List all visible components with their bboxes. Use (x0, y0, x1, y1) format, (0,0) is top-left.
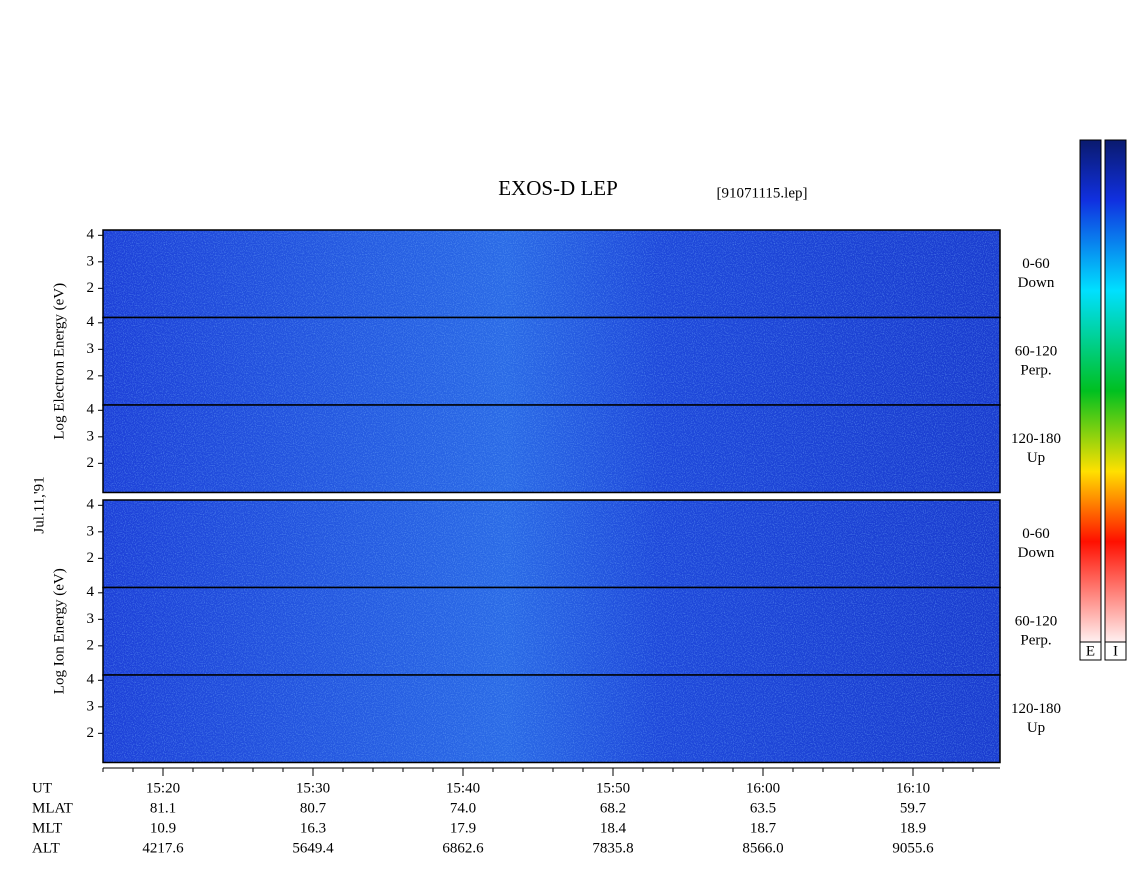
panel-label: Up (1027, 720, 1045, 736)
panel-frame (102, 404, 1001, 494)
spectrogram-noise (103, 230, 1000, 318)
spectrogram-noise (103, 587, 1000, 675)
panel-label: 120-180 (1011, 701, 1061, 717)
chart-title: EXOS-D LEP (498, 176, 618, 200)
panel-label: Up (1027, 450, 1045, 466)
y-tick-label: 4 (87, 672, 95, 688)
orbit-value: 59.7 (900, 800, 927, 816)
x-tick-label: 16:00 (746, 780, 780, 796)
panel-label: 0-60 (1022, 526, 1050, 542)
panel-label: Perp. (1020, 363, 1051, 379)
x-tick-label: 15:40 (446, 780, 480, 796)
panel-label: 0-60 (1022, 256, 1050, 272)
spectrogram-noise (103, 500, 1000, 588)
chart-subtitle: [91071115.lep] (717, 185, 808, 201)
y-tick-label: 4 (87, 314, 95, 330)
spectrogram-noise (103, 675, 1000, 763)
orbit-value: 63.5 (750, 800, 776, 816)
spectrogram-noise (103, 405, 1000, 493)
y-tick-label: 2 (87, 280, 95, 296)
y-tick-label: 3 (87, 253, 95, 269)
orbit-value: 18.4 (600, 820, 627, 836)
colorbar-box (1104, 641, 1127, 661)
orbit-value: 18.9 (900, 820, 926, 836)
y-tick-label: 2 (87, 550, 95, 566)
colorbar (1104, 139, 1127, 643)
date-label: Jul.11,'91 (31, 476, 47, 533)
colorbar-label: E (1086, 643, 1095, 659)
orbit-label: MLAT (32, 800, 73, 816)
y-tick-label: 3 (87, 428, 95, 444)
orbit-value: 4217.6 (142, 840, 184, 856)
y-tick-label: 4 (87, 497, 95, 513)
orbit-value: 6862.6 (442, 840, 484, 856)
panel-label: 60-120 (1015, 614, 1058, 630)
orbit-value: 8566.0 (742, 840, 783, 856)
orbit-value: 5649.4 (292, 840, 334, 856)
orbit-value: 10.9 (150, 820, 176, 836)
y-tick-label: 4 (87, 227, 95, 243)
colorbar-box (1079, 641, 1102, 661)
orbit-value: 17.9 (450, 820, 476, 836)
x-axis-label: UT (32, 780, 52, 796)
orbit-value: 18.7 (750, 820, 777, 836)
y-tick-label: 2 (87, 725, 95, 741)
orbit-value: 74.0 (450, 800, 476, 816)
x-tick-label: 15:30 (296, 780, 330, 796)
x-tick-label: 15:50 (596, 780, 630, 796)
spectrogram-noise (103, 317, 1000, 405)
orbit-label: MLT (32, 820, 62, 836)
orbit-value: 9055.6 (892, 840, 934, 856)
panel-label: Perp. (1020, 633, 1051, 649)
x-tick-label: 15:20 (146, 780, 180, 796)
y-axis-label: Log Electron Energy (eV) (51, 283, 67, 440)
panel-label: Down (1018, 545, 1055, 561)
panel-label: 120-180 (1011, 431, 1061, 447)
y-tick-label: 4 (87, 402, 95, 418)
y-tick-label: 3 (87, 523, 95, 539)
orbit-value: 81.1 (150, 800, 176, 816)
orbit-value: 68.2 (600, 800, 626, 816)
y-tick-label: 2 (87, 455, 95, 471)
y-axis-label: Log Ion Energy (eV) (51, 568, 67, 694)
orbit-value: 80.7 (300, 800, 327, 816)
orbit-label: ALT (32, 840, 60, 856)
panel-label: 60-120 (1015, 344, 1058, 360)
y-tick-label: 2 (87, 637, 95, 653)
x-tick-label: 16:10 (896, 780, 930, 796)
panel-label: Down (1018, 275, 1055, 291)
y-tick-label: 3 (87, 698, 95, 714)
y-tick-label: 2 (87, 367, 95, 383)
colorbar (1079, 139, 1102, 643)
colorbar-label: I (1113, 643, 1118, 659)
y-tick-label: 3 (87, 611, 95, 627)
orbit-value: 7835.8 (592, 840, 633, 856)
panel-frame (102, 674, 1001, 764)
y-tick-label: 3 (87, 341, 95, 357)
orbit-value: 16.3 (300, 820, 326, 836)
y-tick-label: 4 (87, 584, 95, 600)
